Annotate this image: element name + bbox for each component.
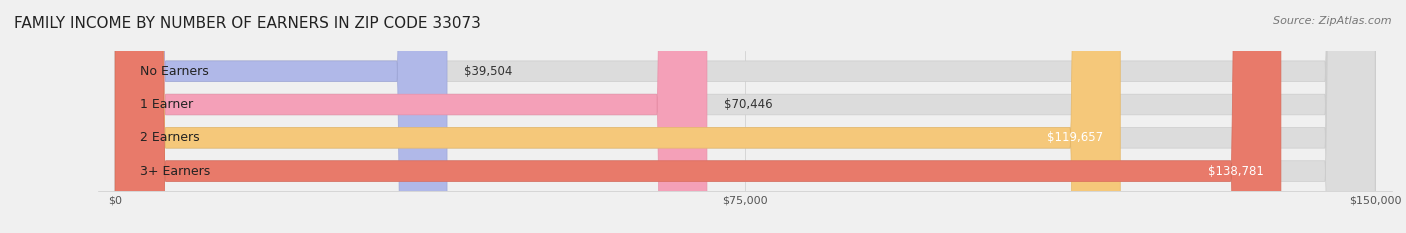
Text: $70,446: $70,446: [724, 98, 772, 111]
Text: $119,657: $119,657: [1047, 131, 1104, 144]
FancyBboxPatch shape: [115, 0, 1375, 233]
Text: 1 Earner: 1 Earner: [141, 98, 194, 111]
FancyBboxPatch shape: [115, 0, 1375, 233]
Text: FAMILY INCOME BY NUMBER OF EARNERS IN ZIP CODE 33073: FAMILY INCOME BY NUMBER OF EARNERS IN ZI…: [14, 16, 481, 31]
FancyBboxPatch shape: [115, 0, 707, 233]
Text: No Earners: No Earners: [141, 65, 209, 78]
FancyBboxPatch shape: [115, 0, 1281, 233]
FancyBboxPatch shape: [115, 0, 1375, 233]
Text: $138,781: $138,781: [1208, 164, 1264, 178]
FancyBboxPatch shape: [115, 0, 447, 233]
Text: 2 Earners: 2 Earners: [141, 131, 200, 144]
Text: 3+ Earners: 3+ Earners: [141, 164, 211, 178]
Text: Source: ZipAtlas.com: Source: ZipAtlas.com: [1274, 16, 1392, 26]
FancyBboxPatch shape: [115, 0, 1121, 233]
Text: $39,504: $39,504: [464, 65, 512, 78]
FancyBboxPatch shape: [115, 0, 1375, 233]
